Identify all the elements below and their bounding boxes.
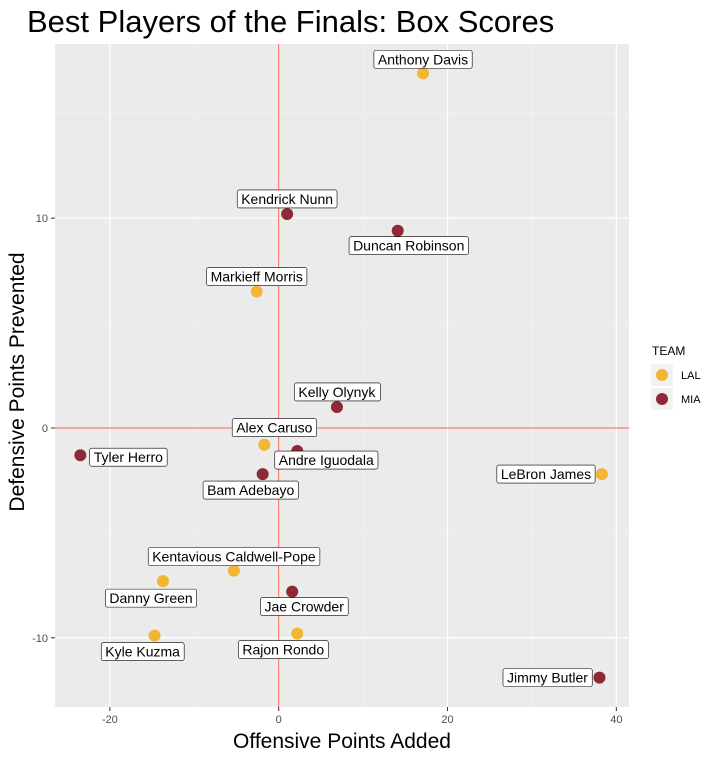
data-point [391, 224, 404, 237]
point-label-text: Kendrick Nunn [241, 191, 333, 207]
point-label-text: Duncan Robinson [353, 238, 464, 254]
point-label-box [502, 668, 593, 687]
point-label: Kelly Olynyk [294, 382, 381, 402]
point-label: Alex Caruso [231, 418, 317, 438]
y-tick-label: 10 [36, 213, 48, 225]
legend-title: TEAM [652, 344, 685, 358]
point-label-text: Alex Caruso [236, 420, 312, 436]
point-label-box [348, 236, 469, 256]
legend: TEAM LAL MIA [651, 344, 701, 410]
point-label-box [89, 447, 168, 467]
data-point [148, 629, 161, 642]
data-point [593, 671, 606, 684]
point-label-text: Jimmy Butler [507, 670, 588, 686]
legend-key [656, 393, 668, 405]
data-points [74, 67, 608, 684]
point-label: Jimmy Butler [502, 668, 593, 687]
point-label-box [231, 418, 317, 438]
data-point [595, 468, 608, 481]
legend-label: LAL [681, 370, 701, 382]
point-label-text: Anthony Davis [378, 51, 468, 67]
point-label-text: Kyle Kuzma [105, 644, 180, 660]
point-label-box [496, 464, 596, 484]
data-point [291, 627, 304, 640]
point-label-box [202, 480, 299, 500]
x-tick-label: 40 [610, 714, 622, 726]
point-label-box [294, 382, 381, 402]
point-label-text: Markieff Morris [211, 269, 303, 285]
point-label-text: Rajon Rondo [242, 642, 324, 658]
point-label-text: Bam Adebayo [207, 482, 294, 498]
point-label: Andre Iguodala [274, 450, 379, 470]
point-label: Anthony Davis [373, 50, 473, 69]
data-point [281, 207, 294, 220]
point-label: LeBron James [496, 464, 596, 484]
point-label-text: Tyler Herro [94, 449, 163, 465]
point-label: Markieff Morris [206, 267, 308, 286]
data-point [417, 67, 430, 80]
point-label-box [274, 450, 379, 470]
point-label-text: LeBron James [501, 466, 591, 482]
x-axis-ticks: -20 0 20 40 [102, 707, 622, 726]
point-label-text: Andre Iguodala [279, 452, 374, 468]
grid-minor [55, 44, 629, 707]
point-label-text: Jae Crowder [265, 599, 345, 615]
legend-label: MIA [681, 394, 701, 406]
x-tick-label: 20 [441, 714, 453, 726]
y-axis-title: Defensive Points Prevented [6, 252, 29, 511]
point-label: Kyle Kuzma [100, 642, 185, 661]
point-label-box [105, 588, 197, 608]
point-labels: Anthony Davis Kendrick Nunn Duncan Robinso… [89, 50, 596, 687]
point-label-box [236, 189, 338, 209]
point-label-box [206, 267, 308, 286]
point-label-text: Kentavious Caldwell-Pope [152, 549, 316, 565]
data-point [258, 438, 271, 451]
x-tick-label: 0 [276, 714, 282, 726]
x-tick-label: -20 [102, 714, 118, 726]
point-label: Tyler Herro [89, 447, 168, 467]
point-label: Bam Adebayo [202, 480, 299, 500]
chart-title: Best Players of the Finals: Box Scores [27, 4, 554, 39]
point-label-box [147, 547, 321, 566]
data-point [250, 285, 263, 298]
y-axis-ticks: -10 0 10 [32, 213, 55, 645]
point-label-text: Danny Green [109, 590, 192, 606]
point-label: Kendrick Nunn [236, 189, 338, 209]
x-axis-title: Offensive Points Added [233, 730, 451, 753]
point-label-box [260, 597, 349, 616]
point-label: Kentavious Caldwell-Pope [147, 547, 321, 566]
y-tick-label: 0 [42, 423, 48, 435]
data-point [227, 564, 240, 577]
data-point [74, 449, 87, 462]
point-label: Duncan Robinson [348, 236, 469, 256]
data-point [330, 400, 343, 413]
y-tick-label: -10 [32, 633, 48, 645]
data-point [157, 575, 170, 588]
point-label: Jae Crowder [260, 597, 349, 616]
data-point [256, 468, 269, 481]
point-label-box [238, 640, 329, 659]
point-label: Danny Green [105, 588, 197, 608]
legend-key [656, 369, 668, 381]
point-label-text: Kelly Olynyk [298, 384, 376, 400]
reference-lines [55, 44, 629, 707]
point-label-box [100, 642, 185, 661]
point-label-box [373, 50, 473, 69]
point-label: Rajon Rondo [238, 640, 329, 659]
data-point [286, 585, 299, 598]
